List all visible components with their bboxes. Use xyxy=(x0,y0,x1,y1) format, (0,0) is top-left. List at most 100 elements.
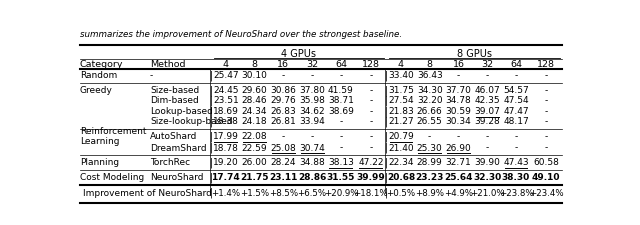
Text: |: | xyxy=(210,158,213,168)
Text: 34.62: 34.62 xyxy=(300,107,325,116)
Text: 25.08: 25.08 xyxy=(271,144,296,153)
Text: 23.51: 23.51 xyxy=(213,97,239,106)
Text: -: - xyxy=(457,71,460,80)
Text: +21.0%: +21.0% xyxy=(470,189,504,198)
Text: 32.30: 32.30 xyxy=(473,173,501,182)
Text: 4: 4 xyxy=(223,60,229,69)
Text: 64: 64 xyxy=(335,60,347,69)
Text: -: - xyxy=(545,117,548,126)
Text: +1.5%: +1.5% xyxy=(240,189,269,198)
Text: -: - xyxy=(339,144,342,153)
Text: -: - xyxy=(310,132,314,141)
Text: 26.66: 26.66 xyxy=(417,107,442,116)
Text: |: | xyxy=(385,172,388,183)
Text: 38.13: 38.13 xyxy=(328,158,354,167)
Text: |: | xyxy=(385,71,388,81)
Text: 30.74: 30.74 xyxy=(300,144,325,153)
Text: 22.59: 22.59 xyxy=(242,144,268,153)
Text: |: | xyxy=(210,131,213,142)
Text: 39.07: 39.07 xyxy=(474,107,500,116)
Text: -: - xyxy=(339,132,342,141)
Text: 29.60: 29.60 xyxy=(242,86,268,95)
Text: 23.23: 23.23 xyxy=(415,173,444,182)
Text: 47.22: 47.22 xyxy=(358,158,383,167)
Text: 26.55: 26.55 xyxy=(417,117,442,126)
Text: Lookup-based: Lookup-based xyxy=(150,107,213,116)
Text: AutoShard: AutoShard xyxy=(150,132,197,141)
Text: -: - xyxy=(369,86,372,95)
Text: -: - xyxy=(486,132,489,141)
Text: +4.9%: +4.9% xyxy=(444,189,473,198)
Text: +1.4%: +1.4% xyxy=(211,189,241,198)
Text: 18.38: 18.38 xyxy=(213,117,239,126)
Text: 37.80: 37.80 xyxy=(299,86,325,95)
Text: 17.74: 17.74 xyxy=(211,173,240,182)
Text: -: - xyxy=(369,71,372,80)
Text: 23.11: 23.11 xyxy=(269,173,298,182)
Text: -: - xyxy=(515,132,518,141)
Text: +18.1%: +18.1% xyxy=(353,189,388,198)
Text: -: - xyxy=(282,71,285,80)
Text: 4 GPUs: 4 GPUs xyxy=(282,49,317,59)
Text: -: - xyxy=(515,71,518,80)
Text: 128: 128 xyxy=(362,60,380,69)
Text: -: - xyxy=(369,144,372,153)
Text: 38.71: 38.71 xyxy=(328,97,354,106)
Text: |: | xyxy=(385,96,388,106)
Text: 30.59: 30.59 xyxy=(445,107,472,116)
Text: 33.40: 33.40 xyxy=(388,71,414,80)
Text: 30.34: 30.34 xyxy=(445,117,471,126)
Text: -: - xyxy=(339,117,342,126)
Text: +0.5%: +0.5% xyxy=(387,189,415,198)
Text: Category: Category xyxy=(80,60,124,69)
Text: 60.58: 60.58 xyxy=(533,158,559,167)
Text: 18.69: 18.69 xyxy=(213,107,239,116)
Text: +23.4%: +23.4% xyxy=(529,189,564,198)
Text: |: | xyxy=(210,188,213,198)
Text: 41.59: 41.59 xyxy=(328,86,354,95)
Text: Dim-based: Dim-based xyxy=(150,97,198,106)
Text: 47.54: 47.54 xyxy=(503,97,529,106)
Text: 31.75: 31.75 xyxy=(388,86,414,95)
Text: -: - xyxy=(457,132,460,141)
Text: 21.83: 21.83 xyxy=(388,107,414,116)
Text: 26.00: 26.00 xyxy=(242,158,268,167)
Text: -: - xyxy=(282,132,285,141)
Text: DreamShard: DreamShard xyxy=(150,144,207,153)
Text: 34.78: 34.78 xyxy=(445,97,471,106)
Text: -: - xyxy=(486,144,489,153)
Text: -: - xyxy=(545,86,548,95)
Text: 32: 32 xyxy=(481,60,493,69)
Text: 30.10: 30.10 xyxy=(242,71,268,80)
Text: Random: Random xyxy=(80,71,117,80)
Text: 25.64: 25.64 xyxy=(444,173,473,182)
Text: 28.24: 28.24 xyxy=(271,158,296,167)
Text: |: | xyxy=(210,172,213,183)
Text: Greedy: Greedy xyxy=(80,86,113,95)
Text: 24.45: 24.45 xyxy=(213,86,239,95)
Text: |: | xyxy=(385,117,388,127)
Text: -: - xyxy=(545,71,548,80)
Text: 35.98: 35.98 xyxy=(299,97,325,106)
Text: 36.43: 36.43 xyxy=(417,71,442,80)
Text: NeuroShard: NeuroShard xyxy=(150,173,204,182)
Text: 8 GPUs: 8 GPUs xyxy=(457,49,492,59)
Text: 25.47: 25.47 xyxy=(213,71,239,80)
Text: -: - xyxy=(545,107,548,116)
Text: +8.5%: +8.5% xyxy=(269,189,298,198)
Text: 54.57: 54.57 xyxy=(503,86,529,95)
Text: 17.99: 17.99 xyxy=(213,132,239,141)
Text: 20.68: 20.68 xyxy=(387,173,415,182)
Text: -: - xyxy=(545,132,548,141)
Text: Size-based: Size-based xyxy=(150,86,199,95)
Text: 64: 64 xyxy=(510,60,522,69)
Text: 47.47: 47.47 xyxy=(503,107,529,116)
Text: 49.10: 49.10 xyxy=(532,173,561,182)
Text: 33.94: 33.94 xyxy=(300,117,325,126)
Text: 31.55: 31.55 xyxy=(326,173,355,182)
Text: |: | xyxy=(385,106,388,117)
Text: 32.71: 32.71 xyxy=(445,158,471,167)
Text: |: | xyxy=(385,188,388,198)
Text: 16: 16 xyxy=(452,60,465,69)
Text: summarizes the improvement of NeuroShard over the strongest baseline.: summarizes the improvement of NeuroShard… xyxy=(80,30,402,39)
